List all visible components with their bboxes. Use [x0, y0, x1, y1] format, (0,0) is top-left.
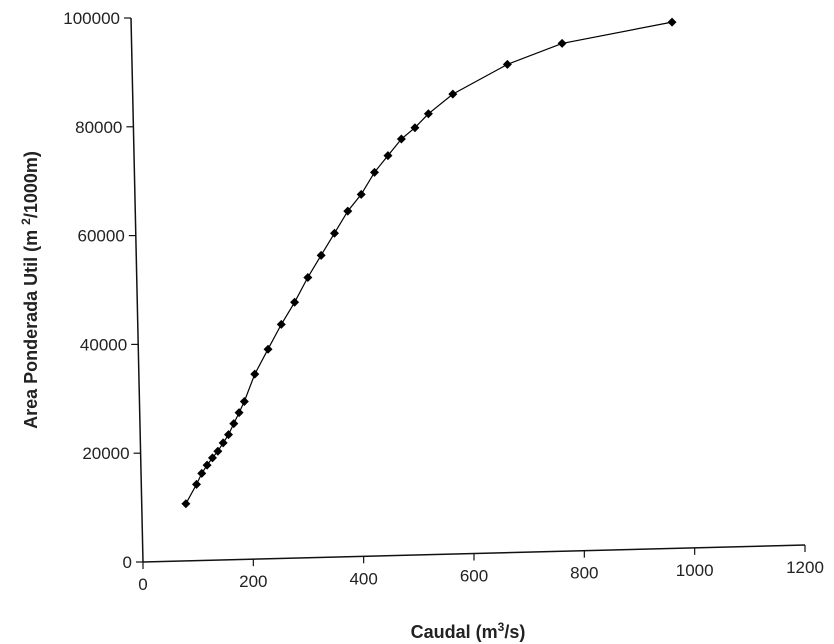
data-point: [356, 189, 366, 199]
y-axis: [130, 17, 144, 563]
data-point: [207, 453, 217, 463]
data-point: [181, 499, 191, 509]
y-tick-label: 40000: [80, 335, 127, 354]
y-tick-label: 80000: [75, 118, 122, 137]
x-tick-label: 1000: [676, 561, 714, 580]
y-tick-label: 20000: [82, 444, 129, 463]
data-point: [370, 167, 380, 177]
data-point: [213, 446, 223, 456]
data-point: [276, 319, 286, 329]
data-point: [250, 369, 260, 379]
y-tick-label: 0: [123, 553, 132, 572]
y-tick-label: 100000: [63, 9, 120, 28]
data-point: [290, 297, 300, 307]
y-tick-label: 60000: [78, 227, 125, 246]
data-point: [191, 479, 201, 489]
data-point: [448, 89, 458, 99]
x-tick-label: 400: [349, 569, 377, 588]
data-point: [263, 344, 273, 354]
axes: [130, 17, 806, 563]
data-point: [329, 228, 339, 238]
tick-labels: 0 200 400 600 800 1000 1200 0 20000 40000 60000 800…: [63, 9, 824, 594]
x-axis-title: Caudal (m3/s): [411, 620, 526, 642]
data-point: [218, 438, 228, 448]
data-point: [316, 250, 326, 260]
data-point: [383, 151, 393, 161]
data-point: [396, 134, 406, 144]
x-tick-label: 600: [460, 567, 488, 586]
data-point: [239, 397, 249, 407]
x-tick-label: 1200: [786, 558, 824, 577]
data-point: [410, 123, 420, 133]
x-tick-label: 800: [570, 564, 598, 583]
x-tick-label: 0: [138, 575, 147, 594]
data-point: [303, 272, 313, 282]
ticks: [124, 17, 806, 569]
data-point: [557, 38, 567, 48]
data-markers: [181, 17, 677, 509]
data-point: [234, 408, 244, 418]
data-point: [423, 109, 433, 119]
data-point: [202, 460, 212, 470]
data-point: [197, 468, 207, 478]
data-point: [224, 430, 234, 440]
data-point: [667, 17, 677, 27]
y-axis-title: Area Ponderada Util (m 2/1000m): [19, 151, 41, 429]
data-point: [343, 206, 353, 216]
x-tick-label: 200: [239, 572, 267, 591]
data-point: [229, 419, 239, 429]
data-point: [502, 59, 512, 69]
series-line: [185, 21, 673, 504]
